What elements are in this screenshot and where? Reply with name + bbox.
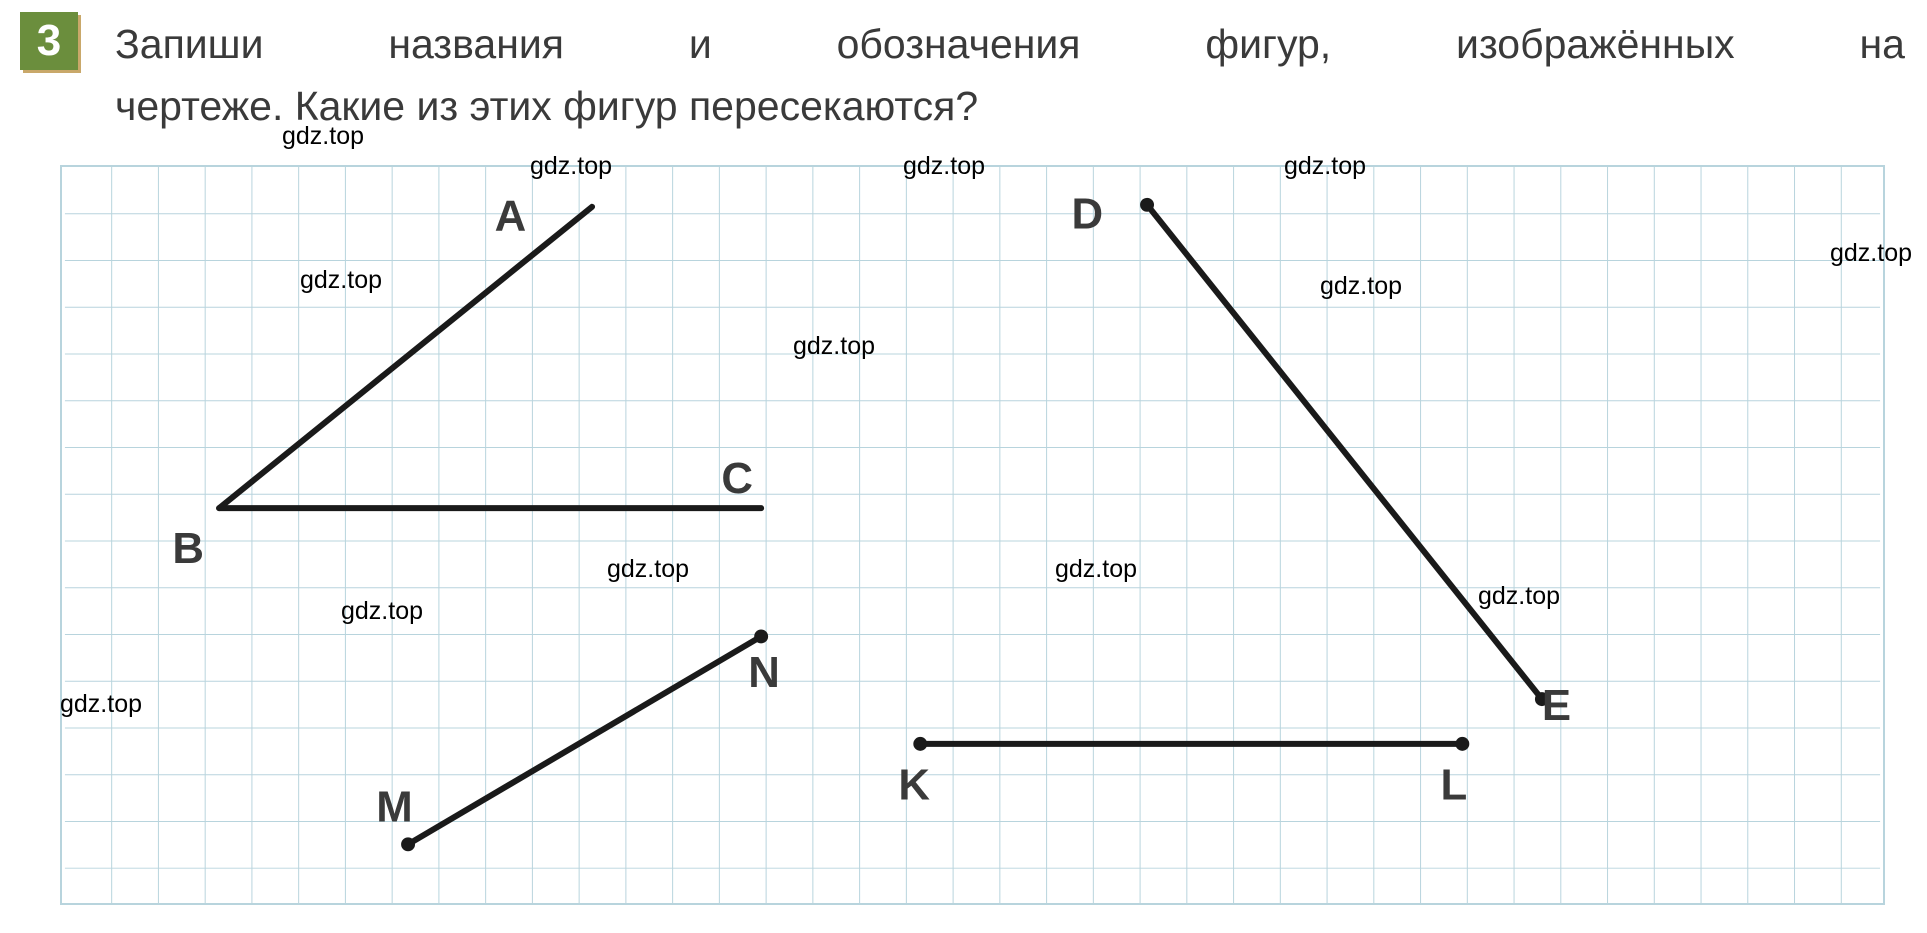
prompt-word: изображённых — [1456, 14, 1735, 76]
figure-label-A: A — [495, 192, 527, 241]
prompt-word: названия — [388, 14, 564, 76]
problem-number-badge: 3 — [20, 12, 78, 70]
figure-label-M: M — [376, 782, 412, 831]
prompt-word: фигур, — [1205, 14, 1331, 76]
prompt-word: на — [1860, 14, 1905, 76]
figure-label-B: B — [172, 524, 204, 573]
figure-label-E: E — [1542, 681, 1571, 730]
prompt-line-2: чертеже. Какие из этих фигур пересекаютс… — [115, 76, 1905, 138]
prompt-word: обозначения — [837, 14, 1081, 76]
figure-svg: A B C D E K L M N — [62, 167, 1883, 903]
problem-number-text: 3 — [37, 16, 61, 66]
prompt-word: Запиши — [115, 14, 263, 76]
figure-label-C: C — [721, 454, 753, 503]
figure-label-L: L — [1440, 761, 1467, 810]
prompt-line-1: Запиши названия и обозначения фигур, изображё… — [115, 14, 1905, 76]
figure-label-N: N — [748, 648, 780, 697]
figure-label-K: K — [898, 761, 930, 810]
problem-prompt: Запиши названия и обозначения фигур, изображё… — [115, 14, 1905, 137]
figure-label-D: D — [1071, 190, 1103, 239]
prompt-word: и — [689, 14, 712, 76]
figure-grid: A B C D E K L M N — [60, 165, 1885, 905]
